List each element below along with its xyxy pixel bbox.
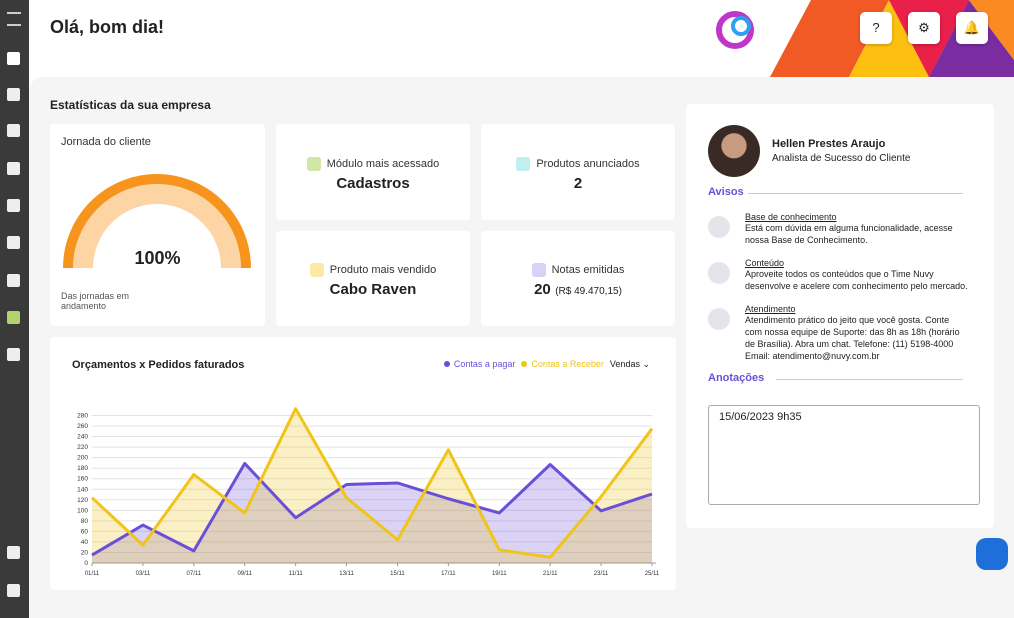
x-tick-label: 25/11 [645,571,660,577]
settings-button[interactable]: ⚙ [908,12,940,44]
chart-card: Orçamentos x Pedidos faturados Contas a … [50,337,676,590]
x-tick-label: 09/11 [237,571,252,577]
stat-value: Cabo Raven [329,281,417,298]
stat-label: Notas emitidas [551,263,625,276]
nav-item[interactable] [7,162,20,175]
nav-item[interactable] [7,124,20,137]
notice: Conteúdo Aproveite todos os conteúdos que… [708,258,968,292]
x-tick-label: 19/11 [492,571,507,577]
y-tick-label: 140 [77,486,88,493]
stat-value: 20 [534,281,551,298]
y-tick-label: 220 [77,444,88,451]
notice-title[interactable]: Atendimento [745,304,796,314]
nav-item[interactable] [7,236,20,249]
dropdown[interactable]: Vendas [609,359,640,369]
triangle [770,0,889,77]
area [92,408,652,563]
y-tick-label: 160 [77,476,88,483]
stat-label: Módulo mais acessado [326,157,440,170]
notifications-button[interactable]: 🔔 [956,12,988,44]
stat-label: Produtos anunciados [536,157,640,170]
gauge-arc [63,174,251,269]
x-tick-label: 11/11 [289,571,304,577]
line [90,407,654,559]
chart: 0 20 40 60 80 100 120 140 160 180 200 220 240 260 280 0… [77,407,660,577]
y-tick-label: 240 [77,434,88,441]
nav-item[interactable] [7,274,20,287]
stat-card: Módulo mais acessado Cadastros [276,124,470,220]
stat-card: Produto mais vendido Cabo Raven [276,231,470,326]
nav-profile[interactable] [7,546,20,559]
y-tick-label: 120 [77,497,88,504]
stat-label: Produto mais vendido [329,263,437,276]
chat-button[interactable] [976,538,1008,570]
line [91,461,653,557]
legend: Contas a pagar Contas a Receber Vendas ⌄ [443,359,650,370]
y-tick-label: 180 [77,465,88,472]
avatar [708,125,760,177]
y-tick-label: 100 [77,507,88,514]
gauge-label: 100% [134,248,181,268]
x-tick-label: 15/11 [390,571,405,577]
section-title: Estatísticas da sua empresa [50,98,211,112]
legend-item[interactable]: Contas a Receber [521,359,604,369]
help-button[interactable]: ? [860,12,892,44]
x-tick-label: 07/11 [187,571,202,577]
gauge-caption: Das jornadas em andamento [61,291,130,311]
section-heading: Avisos [708,186,744,198]
card-title: Jornada do cliente [61,136,151,148]
y-tick-label: 40 [81,539,89,546]
profile-name: Hellen Prestes Araujo [772,138,886,150]
legend-item[interactable]: Contas a pagar [443,359,516,369]
logo [716,11,754,49]
stat-value: Cadastros [336,175,410,192]
gauge-track [73,184,241,269]
y-tick-label: 60 [81,528,89,535]
x-tick-label: 23/11 [594,571,609,577]
y-tick-label: 80 [81,518,89,525]
x-tick-label: 01/11 [85,571,100,577]
nav-item[interactable] [7,88,20,101]
x-tick-label: 17/11 [441,571,456,577]
nav-home[interactable] [7,52,20,65]
notes-textarea[interactable]: 15/06/2023 9h35 [708,405,980,505]
sidebar [0,0,29,618]
stat-value: 2 [573,175,583,192]
page-title: Olá, bom dia! [50,17,165,37]
logo [731,16,751,36]
y-tick-label: 280 [77,413,88,420]
notice-text: Aproveite todos os conteúdos que o Time … [745,269,968,291]
notice-text: Atendimento prático do jeito que você go… [745,315,960,361]
notice-title[interactable]: Conteúdo [745,258,785,268]
section-heading: Anotações [708,372,765,384]
nav-item[interactable] [7,348,20,361]
x-tick-label: 13/11 [339,571,354,577]
nav-item[interactable] [7,199,20,212]
area [92,463,652,563]
x-tick-label: 21/11 [543,571,558,577]
y-tick-label: 200 [77,455,88,462]
nav-logout[interactable] [7,584,20,597]
legend-label: Contas a Receber [531,359,604,369]
stat-extra: (R$ 49.470,15) [555,286,622,297]
notice-title[interactable]: Base de conhecimento [745,212,837,222]
notice-text: Está com dúvida em alguma funcionalidade… [745,223,953,245]
stat-card: Notas emitidas 20 (R$ 49.470,15) [481,231,675,326]
gauge [63,174,251,269]
notice: Atendimento Atendimento prático do jeito … [708,304,968,362]
notice: Base de conhecimento Está com dúvida em a… [708,212,968,246]
x-tick-label: 03/11 [136,571,151,577]
stat-card: Produtos anunciados 2 [481,124,675,220]
journey-card: Jornada do cliente 100% Das jornadas em … [50,124,265,326]
menu-button[interactable] [7,12,21,26]
y-tick-label: 260 [77,423,88,430]
legend-label: Contas a pagar [453,359,516,369]
profile-role: Analista de Sucesso do Cliente [772,153,911,164]
nav-item[interactable] [7,311,20,324]
chart-title: Orçamentos x Pedidos faturados [72,359,245,371]
y-tick-label: 20 [81,549,89,556]
y-tick-label: 0 [84,560,88,567]
